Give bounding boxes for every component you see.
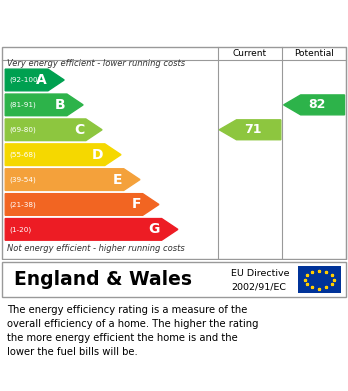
Text: EU Directive: EU Directive	[231, 269, 290, 278]
Text: 82: 82	[308, 99, 325, 111]
Text: Current: Current	[232, 49, 267, 58]
Text: E: E	[112, 172, 122, 187]
Text: Very energy efficient - lower running costs: Very energy efficient - lower running co…	[7, 59, 185, 68]
Polygon shape	[5, 219, 178, 240]
Text: Potential: Potential	[294, 49, 334, 58]
Polygon shape	[5, 69, 64, 91]
Polygon shape	[5, 119, 102, 141]
Text: B: B	[55, 98, 65, 112]
Text: (39-54): (39-54)	[9, 176, 36, 183]
Text: Not energy efficient - higher running costs: Not energy efficient - higher running co…	[7, 244, 185, 253]
Text: (81-91): (81-91)	[9, 102, 36, 108]
Text: (92-100): (92-100)	[9, 77, 41, 83]
Text: Energy Efficiency Rating: Energy Efficiency Rating	[10, 16, 239, 34]
Text: (1-20): (1-20)	[9, 226, 32, 233]
Bar	[2, 262, 346, 297]
Text: 2002/91/EC: 2002/91/EC	[231, 282, 286, 291]
Polygon shape	[5, 94, 83, 116]
Polygon shape	[219, 120, 281, 140]
Text: England & Wales: England & Wales	[14, 270, 192, 289]
Text: D: D	[92, 148, 103, 162]
Text: A: A	[35, 73, 46, 87]
Text: (55-68): (55-68)	[9, 151, 36, 158]
Text: 71: 71	[244, 123, 261, 136]
Text: The energy efficiency rating is a measure of the
overall efficiency of a home. T: The energy efficiency rating is a measur…	[7, 305, 259, 357]
Text: (21-38): (21-38)	[9, 201, 36, 208]
Polygon shape	[5, 144, 121, 165]
Polygon shape	[5, 169, 140, 190]
Bar	[298, 266, 341, 293]
Text: C: C	[74, 123, 84, 137]
Polygon shape	[5, 194, 159, 215]
Text: G: G	[149, 222, 160, 237]
Text: (69-80): (69-80)	[9, 127, 36, 133]
Polygon shape	[284, 95, 345, 115]
Text: F: F	[132, 197, 141, 212]
